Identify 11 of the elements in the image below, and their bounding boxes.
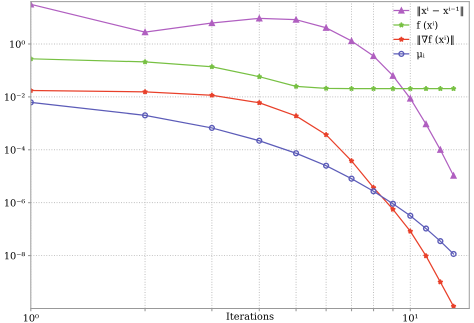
y-tick-label: 10⁻² [5, 93, 25, 101]
legend-label: ‖∇f (xⁱ)‖ [418, 35, 454, 46]
y-tick-label: 10⁻⁶ [5, 199, 25, 207]
legend-label: f (xⁱ) [416, 21, 438, 30]
legend-label: μᵢ [416, 52, 425, 60]
legend-label: ‖xⁱ − xⁱ⁻¹‖ [418, 6, 464, 16]
y-tick-label: 10⁻⁴ [5, 146, 25, 154]
x-tick-label: 10¹ [403, 314, 418, 322]
x-axis-title: Iterations [226, 312, 274, 320]
y-tick-label: 10⁻⁸ [5, 252, 25, 260]
y-tick-label: 10⁰ [10, 40, 25, 48]
